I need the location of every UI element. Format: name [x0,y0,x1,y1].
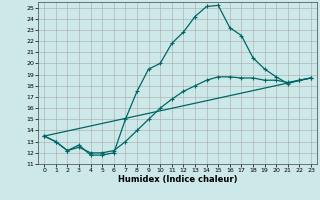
X-axis label: Humidex (Indice chaleur): Humidex (Indice chaleur) [118,175,237,184]
